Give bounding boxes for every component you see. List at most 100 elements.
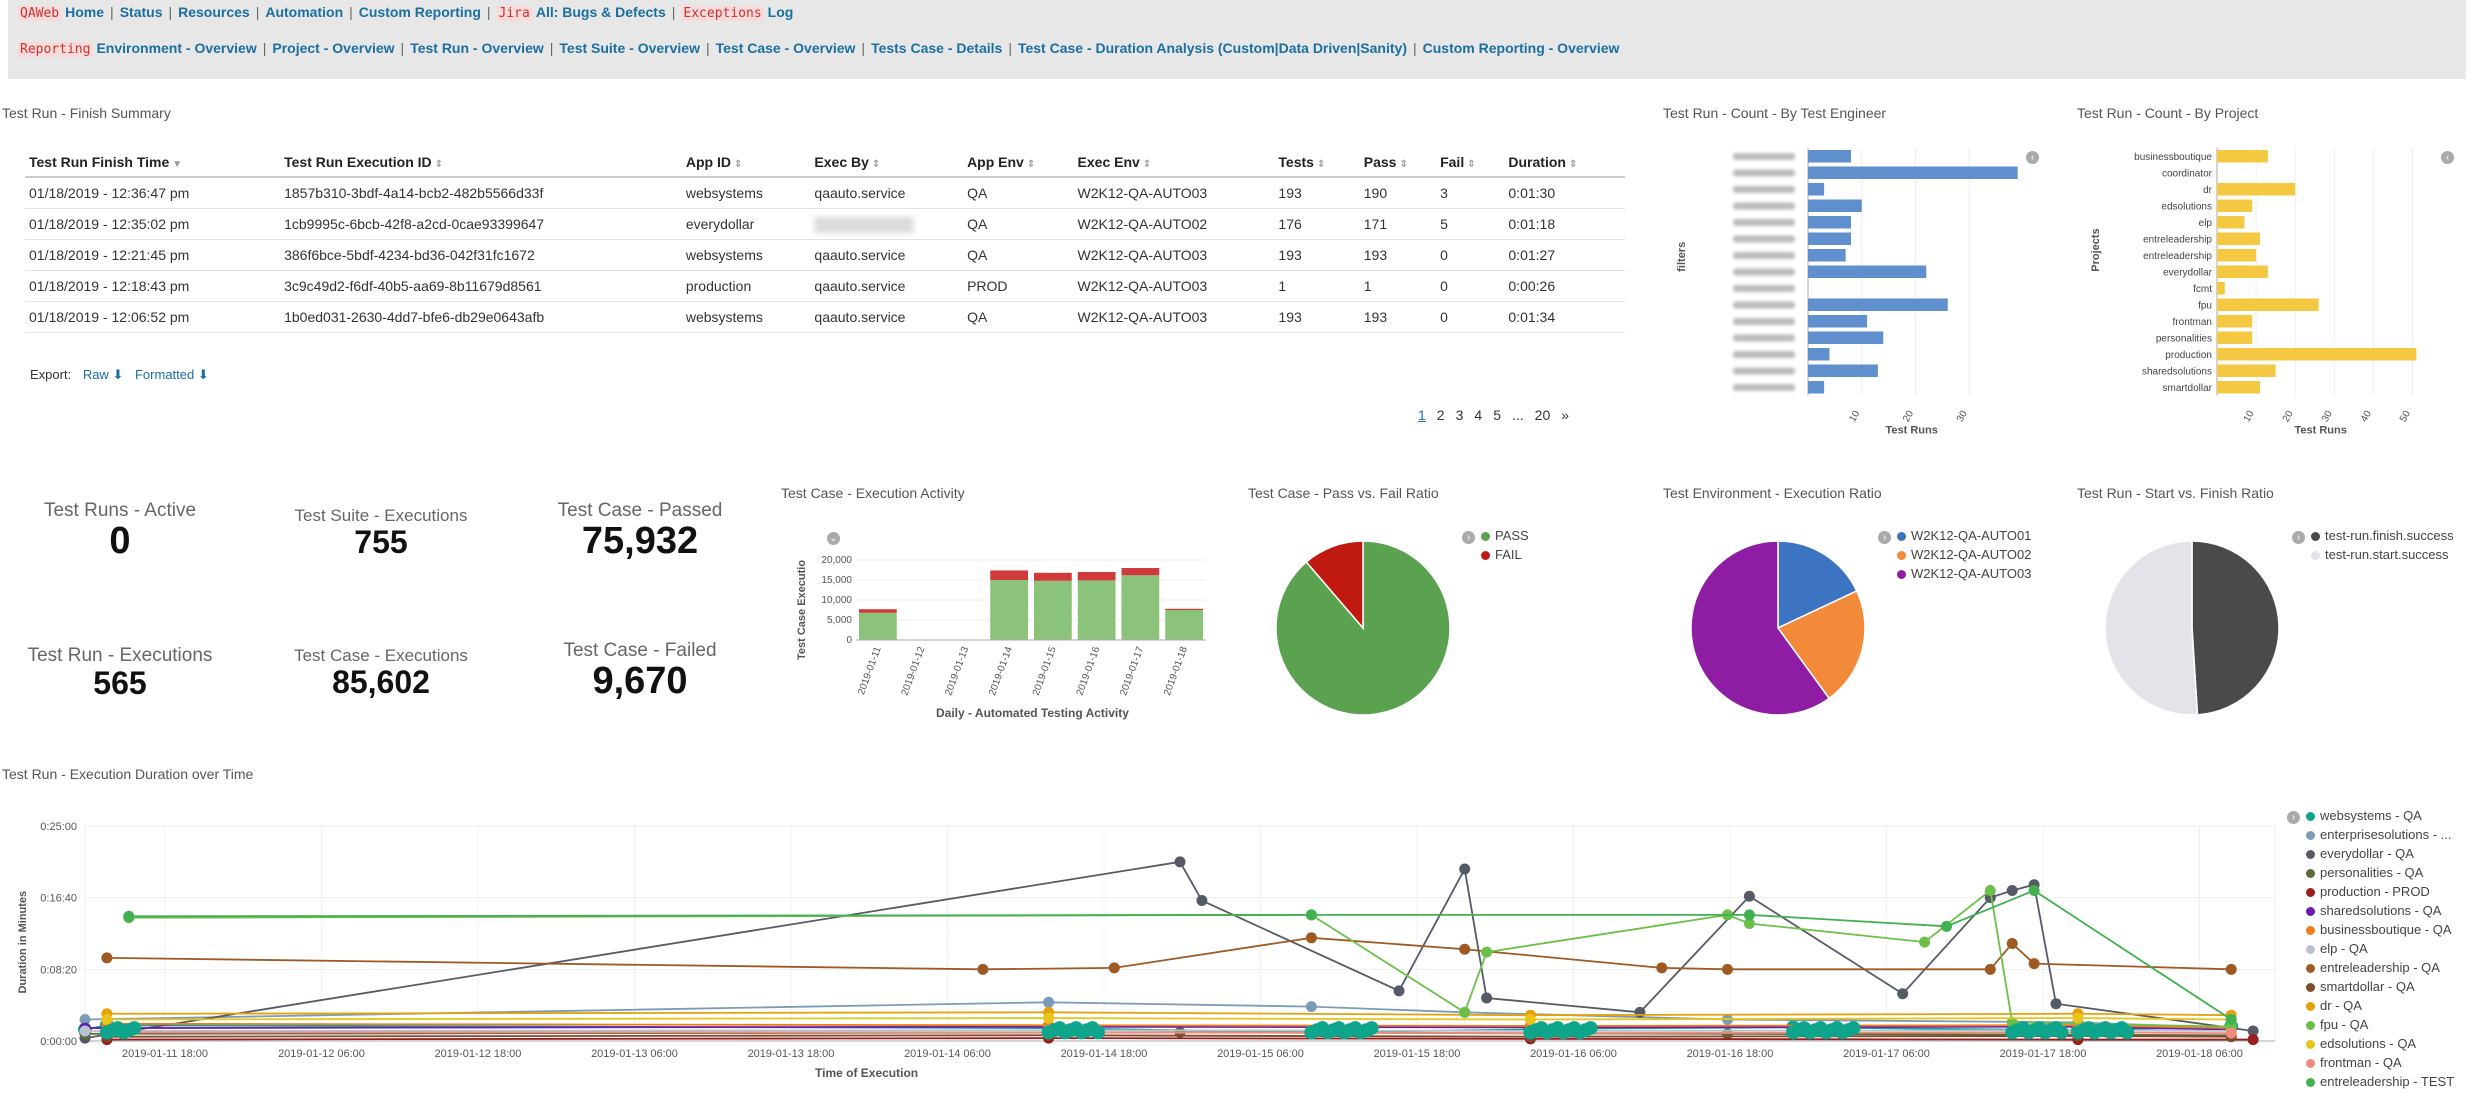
next-page-button[interactable]: »: [1561, 407, 1570, 423]
bar-pass: [859, 612, 897, 640]
legend-item[interactable]: W2K12-QA-AUTO03: [1897, 564, 2031, 583]
legend-item[interactable]: dr - QA: [2306, 996, 2454, 1015]
legend-toggle-icon[interactable]: ›: [2287, 811, 2300, 824]
metric-label: Test Runs - Active: [43, 500, 197, 521]
nav-link[interactable]: Test Case - Overview: [715, 40, 856, 56]
nav-link[interactable]: Resources: [178, 4, 250, 20]
tick-label: 2019-01-12 06:00: [278, 1048, 365, 1060]
column-header[interactable]: Fail ⇕: [1436, 150, 1505, 178]
page-link[interactable]: 4: [1474, 407, 1483, 423]
legend-item[interactable]: test-run.finish.success: [2311, 526, 2454, 545]
column-header[interactable]: Duration ⇕: [1504, 150, 1625, 178]
nav-separator: |: [486, 4, 491, 20]
table-row[interactable]: 01/18/2019 - 12:35:02 pm 1cb9995c-6bcb-42…: [25, 208, 1625, 240]
bar: [2217, 298, 2319, 311]
chevron-down-icon[interactable]: ⌄: [827, 532, 840, 545]
data-point: [101, 952, 113, 964]
legend-toggle-icon[interactable]: ›: [1878, 531, 1891, 544]
legend-item[interactable]: everydollar - QA: [2306, 844, 2454, 863]
nav-link[interactable]: Log: [767, 4, 794, 20]
legend-label: businessboutique - QA: [2320, 922, 2452, 937]
sort-icon[interactable]: ⇕: [1467, 159, 1476, 170]
legend-item[interactable]: edsolutions - QA: [2306, 1034, 2454, 1053]
table-row[interactable]: 01/18/2019 - 12:18:43 pm 3c9c49d2-f6df-40…: [25, 270, 1625, 302]
legend-toggle-icon[interactable]: ›: [1462, 531, 1475, 544]
legend-toggle-icon[interactable]: ›: [2292, 531, 2305, 544]
category-label: entreleadership: [2143, 235, 2212, 246]
legend-item[interactable]: entreleadership - TEST: [2306, 1072, 2454, 1091]
legend-toggle-icon[interactable]: ‹: [2441, 151, 2454, 164]
x-axis-title: Test Runs: [2295, 425, 2347, 437]
sort-icon[interactable]: ⇕: [1568, 159, 1578, 170]
start-finish-legend: test-run.finish.success test-run.start.s…: [2311, 526, 2454, 564]
nav-link[interactable]: Test Run - Overview: [410, 40, 544, 56]
legend-item[interactable]: fpu - QA: [2306, 1015, 2454, 1034]
nav-link[interactable]: Test Case - Duration Analysis (Custom|Da…: [1017, 40, 1407, 56]
legend-item[interactable]: W2K12-QA-AUTO02: [1897, 545, 2031, 564]
legend-item[interactable]: elp - QA: [2306, 939, 2454, 958]
legend-swatch: [1481, 532, 1490, 542]
data-point: [1722, 963, 1733, 975]
data-point: [1364, 1021, 1379, 1036]
sort-desc-icon[interactable]: ▼: [172, 159, 183, 170]
column-header[interactable]: App ID ⇕: [681, 150, 811, 178]
legend-item[interactable]: businessboutique - QA: [2306, 920, 2454, 939]
table-cell: 1: [1359, 270, 1437, 302]
table-row[interactable]: 01/18/2019 - 12:21:45 pm 386f6bce-5bdf-42…: [25, 239, 1625, 271]
page-link[interactable]: 5: [1493, 407, 1501, 423]
sort-icon[interactable]: ⇕: [1316, 159, 1326, 170]
export-raw-link[interactable]: Raw ⬇: [83, 367, 124, 382]
nav-link[interactable]: All: Bugs & Defects: [535, 4, 666, 20]
sort-icon[interactable]: ⇕: [1142, 159, 1152, 170]
legend-item[interactable]: PASS: [1481, 526, 1529, 545]
legend-item[interactable]: frontman - QA: [2306, 1053, 2454, 1072]
sort-icon[interactable]: ⇕: [871, 159, 881, 170]
legend-item[interactable]: sharedsolutions - QA: [2306, 901, 2454, 920]
column-header[interactable]: App Env ⇕: [963, 150, 1074, 178]
nav-link[interactable]: Project - Overview: [272, 40, 395, 56]
column-header[interactable]: Test Run Execution ID ⇕: [280, 150, 682, 178]
legend-item[interactable]: enterprisesolutions - ...: [2306, 825, 2454, 844]
legend-toggle-icon[interactable]: ‹: [2026, 151, 2039, 164]
bar: [1808, 249, 1846, 262]
page-link[interactable]: 3: [1455, 407, 1464, 423]
legend-item[interactable]: FAIL: [1481, 545, 1529, 564]
page-link[interactable]: 2: [1436, 407, 1445, 423]
tick-label: 30: [2320, 409, 2335, 425]
table-row[interactable]: 01/18/2019 - 12:36:47 pm 1857b310-3bdf-4a…: [25, 177, 1625, 209]
column-header[interactable]: Exec Env ⇕: [1073, 150, 1275, 178]
legend-item[interactable]: production - PROD: [2306, 882, 2454, 901]
page-link[interactable]: 1: [1418, 407, 1426, 423]
nav-link[interactable]: Custom Reporting: [358, 4, 481, 20]
nav-link[interactable]: Tests Case - Details: [871, 40, 1003, 56]
sort-icon[interactable]: ⇕: [733, 159, 743, 170]
legend-item[interactable]: smartdollar - QA: [2306, 977, 2454, 996]
data-point: [1984, 963, 1996, 975]
sort-icon[interactable]: ⇕: [1399, 159, 1408, 170]
column-header[interactable]: Test Run Finish Time ▼: [25, 150, 281, 178]
legend-item[interactable]: websystems - QA: [2306, 806, 2454, 825]
column-header[interactable]: Tests ⇕: [1274, 150, 1360, 178]
legend-item[interactable]: entreleadership - QA: [2306, 958, 2454, 977]
legend-item[interactable]: W2K12-QA-AUTO01: [1897, 526, 2031, 545]
sort-icon[interactable]: ⇕: [434, 159, 444, 170]
bar-pass: [1165, 610, 1203, 640]
legend-item[interactable]: personalities - QA: [2306, 863, 2454, 882]
category-label: smartdollar: [2163, 383, 2213, 394]
column-header[interactable]: Pass ⇕: [1359, 150, 1437, 178]
nav-link[interactable]: Custom Reporting - Overview: [1422, 40, 1620, 56]
sort-icon[interactable]: ⇕: [1026, 159, 1036, 170]
bar-fail: [1121, 568, 1160, 576]
tick-label: 2019-01-18 06:00: [2156, 1048, 2243, 1060]
nav-link[interactable]: Status: [119, 4, 163, 20]
nav-link[interactable]: Automation: [265, 4, 344, 20]
page-link[interactable]: 20: [1534, 407, 1551, 423]
export-formatted-link[interactable]: Formatted ⬇: [135, 367, 209, 382]
legend-item[interactable]: test-run.start.success: [2311, 545, 2454, 564]
engineer-bar-chart: 10 20 30 Test Runs filters: [1676, 148, 2018, 437]
nav-link[interactable]: Home: [65, 4, 105, 20]
nav-link[interactable]: Environment - Overview: [96, 40, 257, 56]
table-row[interactable]: 01/18/2019 - 12:06:52 pm 1b0ed031-2630-4d…: [25, 301, 1625, 333]
column-header[interactable]: Exec By ⇕: [810, 150, 964, 178]
nav-link[interactable]: Test Suite - Overview: [559, 40, 700, 56]
